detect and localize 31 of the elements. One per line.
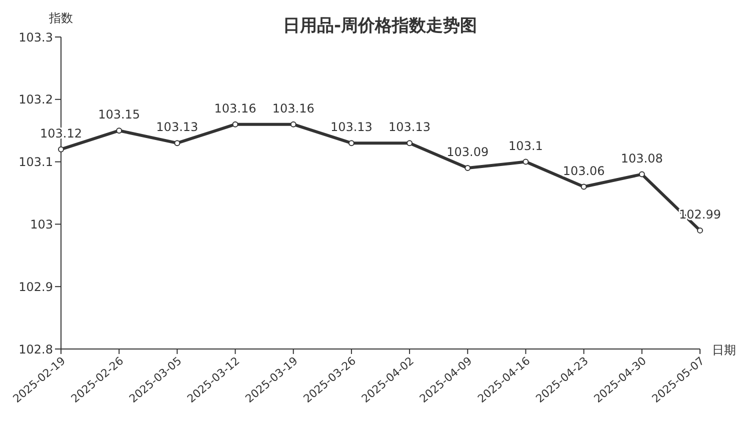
y-tick-label: 102.8: [18, 342, 53, 356]
y-axis-title: 指数: [49, 10, 73, 27]
data-label: 103.13: [388, 120, 431, 134]
data-label: 103.08: [620, 151, 663, 166]
point: [697, 227, 703, 234]
y-tick-label: 103.1: [18, 155, 53, 170]
y-tick-label: 102.9: [18, 280, 53, 294]
data-label: 103.1: [508, 138, 543, 153]
point: [580, 184, 587, 190]
data-label: 103.06: [562, 164, 605, 178]
y-tick-label: 103.2: [18, 92, 53, 107]
point: [406, 140, 413, 146]
y-tick-label: 103.3: [18, 30, 53, 44]
data-label: 103.13: [156, 120, 198, 134]
chart-title: 日用品-周价格指数走势图: [282, 16, 478, 36]
data-label: 103.15: [98, 108, 140, 122]
data-label: 103.13: [330, 120, 372, 134]
point: [464, 165, 471, 172]
point: [174, 140, 180, 146]
x-axis-title: 日期: [712, 342, 736, 359]
point: [522, 158, 529, 165]
point: [348, 140, 354, 146]
point: [58, 146, 64, 152]
point: [290, 121, 296, 128]
data-label: 103.16: [214, 101, 256, 116]
point: [232, 121, 238, 128]
point: [638, 171, 645, 178]
point: [116, 128, 122, 134]
y-tick-label: 103: [30, 217, 53, 232]
data-label: 103.09: [446, 145, 489, 160]
data-label: 103.16: [272, 101, 314, 116]
